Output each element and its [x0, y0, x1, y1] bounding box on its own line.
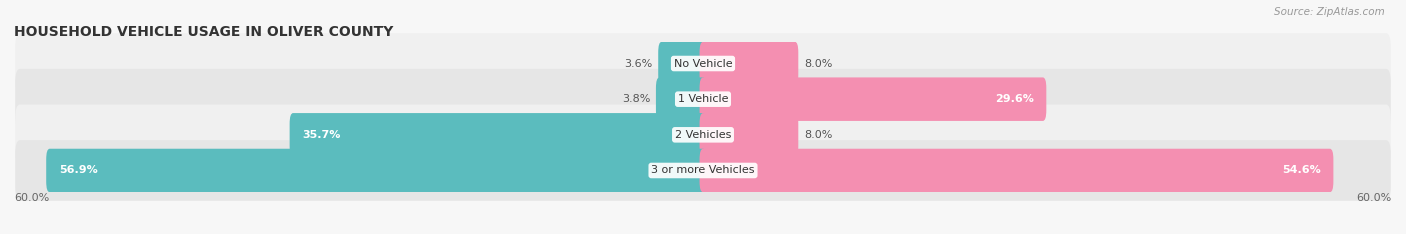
Text: 3 or more Vehicles: 3 or more Vehicles: [651, 165, 755, 176]
FancyBboxPatch shape: [15, 69, 1391, 129]
FancyBboxPatch shape: [657, 77, 706, 121]
Text: 3.8%: 3.8%: [621, 94, 650, 104]
Text: 54.6%: 54.6%: [1282, 165, 1320, 176]
Text: Source: ZipAtlas.com: Source: ZipAtlas.com: [1274, 7, 1385, 17]
FancyBboxPatch shape: [700, 42, 799, 85]
FancyBboxPatch shape: [15, 105, 1391, 165]
Text: No Vehicle: No Vehicle: [673, 58, 733, 69]
FancyBboxPatch shape: [700, 149, 1333, 192]
FancyBboxPatch shape: [46, 149, 706, 192]
Text: 8.0%: 8.0%: [804, 130, 832, 140]
Text: 3.6%: 3.6%: [624, 58, 652, 69]
FancyBboxPatch shape: [700, 77, 1046, 121]
Legend: Owner-occupied, Renter-occupied: Owner-occupied, Renter-occupied: [582, 230, 824, 234]
Text: 8.0%: 8.0%: [804, 58, 832, 69]
FancyBboxPatch shape: [15, 140, 1391, 201]
Text: HOUSEHOLD VEHICLE USAGE IN OLIVER COUNTY: HOUSEHOLD VEHICLE USAGE IN OLIVER COUNTY: [14, 25, 394, 39]
FancyBboxPatch shape: [290, 113, 706, 157]
FancyBboxPatch shape: [658, 42, 706, 85]
Text: 35.7%: 35.7%: [302, 130, 340, 140]
Text: 56.9%: 56.9%: [59, 165, 97, 176]
Text: 29.6%: 29.6%: [995, 94, 1033, 104]
FancyBboxPatch shape: [15, 33, 1391, 94]
Text: 60.0%: 60.0%: [1357, 193, 1392, 203]
Text: 60.0%: 60.0%: [14, 193, 49, 203]
Text: 1 Vehicle: 1 Vehicle: [678, 94, 728, 104]
FancyBboxPatch shape: [700, 113, 799, 157]
Text: 2 Vehicles: 2 Vehicles: [675, 130, 731, 140]
